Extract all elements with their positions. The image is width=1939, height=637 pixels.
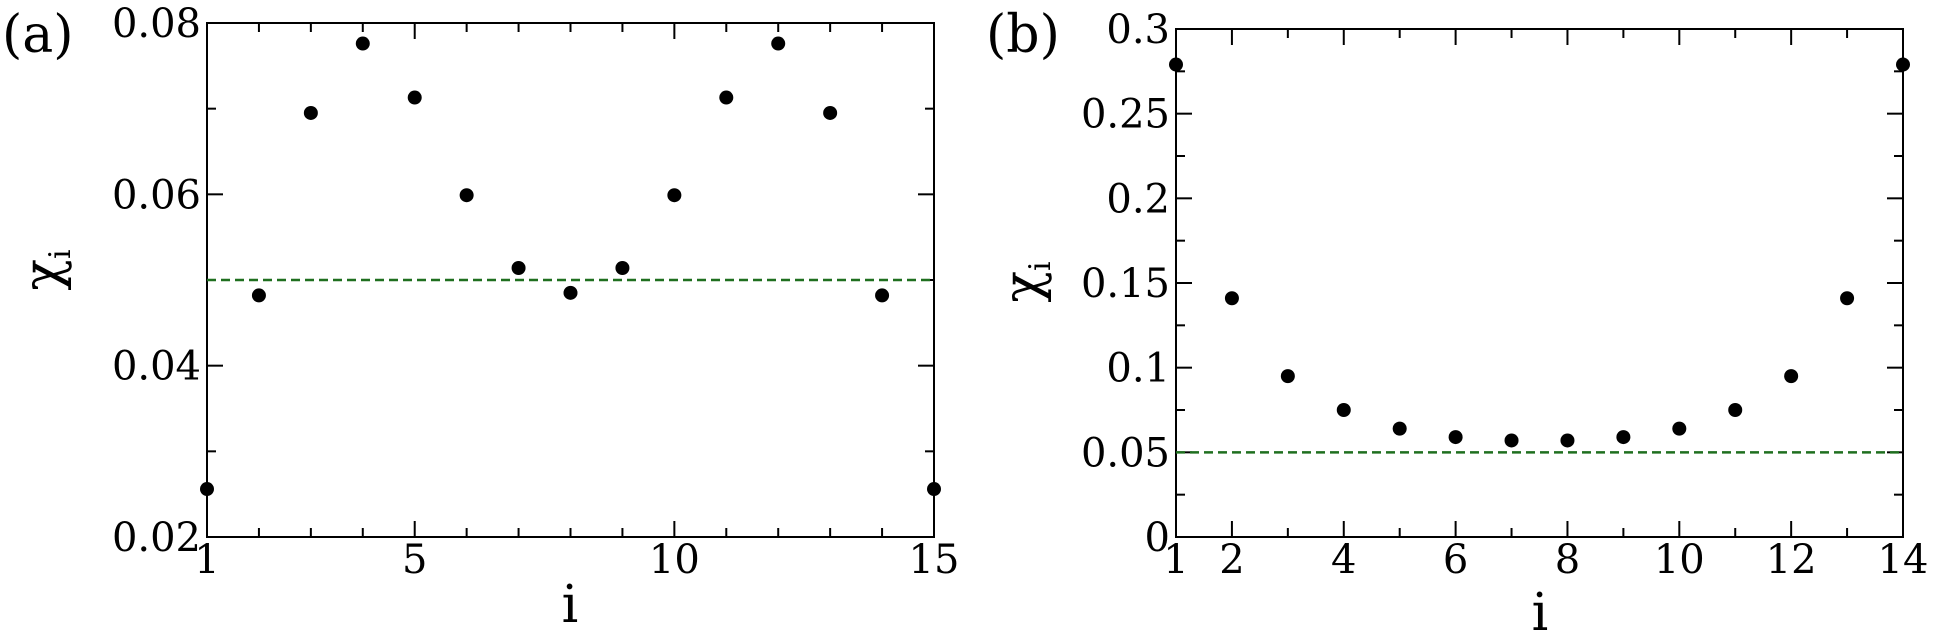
y-axis-symbol: χ bbox=[13, 259, 73, 291]
data-point bbox=[200, 482, 214, 497]
data-point bbox=[1448, 430, 1463, 445]
y-axis-symbol: χ bbox=[993, 271, 1053, 303]
x-tick-label: 5 bbox=[402, 537, 427, 583]
y-tick-label: 0.06 bbox=[112, 172, 201, 218]
data-point bbox=[303, 105, 318, 120]
data-point bbox=[407, 90, 422, 105]
data-point bbox=[1896, 57, 1910, 72]
data-point bbox=[823, 105, 838, 120]
x-tick-label: 15 bbox=[909, 537, 960, 583]
x-tick-label: 8 bbox=[1555, 537, 1580, 583]
data-point bbox=[1169, 57, 1183, 72]
data-point bbox=[1672, 421, 1687, 436]
data-point bbox=[1840, 291, 1855, 306]
data-point bbox=[355, 36, 370, 51]
panel-a: 1 5 10 150.020.040.060.08(a)iχi bbox=[2, 1, 959, 635]
x-tick-label: 1 bbox=[1163, 537, 1188, 583]
y-tick-label: 0.15 bbox=[1081, 261, 1170, 307]
data-point bbox=[1336, 403, 1351, 417]
y-tick-label: 0.25 bbox=[1081, 92, 1170, 138]
y-axis-subscript: i bbox=[1023, 261, 1058, 271]
y-tick-label: 0.2 bbox=[1106, 176, 1170, 222]
y-tick-label: 0.08 bbox=[112, 1, 201, 47]
panel-label: (a) bbox=[2, 5, 74, 65]
data-point bbox=[1728, 403, 1743, 417]
data-point bbox=[511, 261, 526, 276]
y-tick-label: 0.3 bbox=[1106, 7, 1170, 53]
data-point bbox=[1784, 369, 1799, 384]
data-point bbox=[1560, 433, 1575, 448]
x-tick-label: 6 bbox=[1443, 537, 1468, 583]
data-point bbox=[1616, 430, 1631, 445]
y-axis-subscript: i bbox=[43, 249, 78, 259]
panel-label: (b) bbox=[986, 5, 1060, 65]
data-point bbox=[615, 261, 630, 276]
y-tick-label: 0.05 bbox=[1081, 430, 1170, 476]
data-point bbox=[771, 36, 786, 51]
y-tick-label: 0.1 bbox=[1106, 346, 1170, 392]
y-tick-label: 0 bbox=[1145, 515, 1170, 561]
x-tick-label: 10 bbox=[1654, 537, 1705, 583]
x-tick-label: 4 bbox=[1331, 537, 1356, 583]
x-tick-label: 10 bbox=[649, 537, 700, 583]
data-point bbox=[1224, 291, 1239, 306]
x-tick-label: 12 bbox=[1766, 537, 1817, 583]
data-point bbox=[459, 188, 474, 203]
data-point bbox=[1280, 369, 1295, 384]
data-point bbox=[719, 90, 734, 105]
data-point bbox=[667, 188, 682, 203]
x-tick-label: 14 bbox=[1878, 537, 1929, 583]
plot-frame bbox=[1175, 28, 1904, 538]
x-axis-label: i bbox=[562, 575, 579, 635]
y-tick-label: 0.02 bbox=[112, 515, 201, 561]
data-point bbox=[927, 482, 941, 497]
x-tick-label: 2 bbox=[1219, 537, 1244, 583]
y-axis-label: χi bbox=[13, 249, 78, 290]
data-point bbox=[563, 285, 578, 300]
x-tick-label: 1 bbox=[194, 537, 219, 583]
y-tick-label: 0.04 bbox=[112, 344, 201, 390]
data-point bbox=[1392, 421, 1407, 436]
x-axis-label: i bbox=[1532, 583, 1549, 637]
data-point bbox=[251, 288, 266, 303]
data-point bbox=[875, 288, 890, 303]
y-axis-label: χi bbox=[993, 261, 1058, 302]
data-point bbox=[1504, 433, 1519, 448]
